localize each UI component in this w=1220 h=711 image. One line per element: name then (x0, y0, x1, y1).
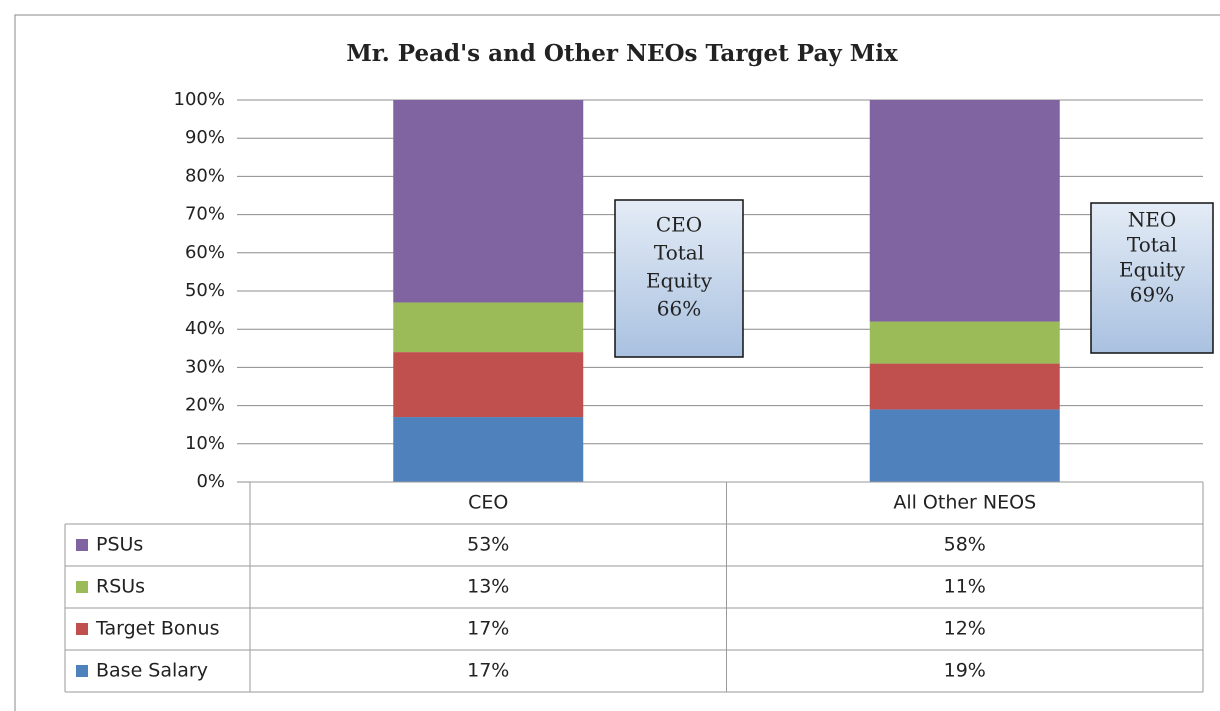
annotation-text: 66% (657, 297, 701, 321)
table-value: 11% (944, 576, 986, 598)
legend-swatch (76, 581, 88, 593)
bar-segment (869, 363, 1060, 410)
bar-segment (869, 100, 1060, 322)
y-tick-label: 100% (174, 89, 225, 110)
annotation-text: 69% (1130, 283, 1174, 307)
legend-swatch (76, 623, 88, 635)
bar-segment (869, 409, 1060, 482)
annotation-text: NEO (1128, 208, 1177, 232)
chart-title: Mr. Pead's and Other NEOs Target Pay Mix (346, 40, 898, 67)
bar-segment (869, 321, 1060, 364)
bar-segment (393, 417, 584, 482)
legend-label: Target Bonus (95, 618, 219, 640)
table-value: 17% (467, 618, 509, 640)
table-value: 19% (944, 660, 986, 682)
y-tick-label: 50% (185, 280, 225, 301)
y-tick-label: 60% (185, 242, 225, 263)
table-value: 58% (944, 534, 986, 556)
legend-label: Base Salary (96, 660, 208, 682)
annotation-text: CEO (656, 213, 702, 237)
table-value: 12% (944, 618, 986, 640)
y-tick-label: 20% (185, 395, 225, 416)
annotation-box (614, 199, 744, 358)
legend-label: RSUs (96, 576, 145, 598)
x-category-label: CEO (468, 492, 508, 514)
bar-segment (393, 100, 584, 303)
annotation-text: Total (654, 241, 704, 265)
legend-swatch (76, 665, 88, 677)
y-tick-label: 90% (185, 127, 225, 148)
annotation-text: Equity (1119, 258, 1186, 282)
table-value: 13% (467, 576, 509, 598)
table-value: 17% (467, 660, 509, 682)
y-tick-label: 40% (185, 318, 225, 339)
x-category-label: All Other NEOS (893, 492, 1036, 514)
y-tick-label: 0% (196, 471, 225, 492)
y-tick-label: 10% (185, 433, 225, 454)
legend-swatch (76, 539, 88, 551)
annotation-text: Total (1127, 233, 1177, 257)
y-tick-label: 80% (185, 165, 225, 186)
y-tick-label: 30% (185, 356, 225, 377)
bar-segment (393, 352, 584, 418)
bar-segment (393, 302, 584, 353)
table-value: 53% (467, 534, 509, 556)
annotation-text: Equity (646, 269, 713, 293)
legend-label: PSUs (96, 534, 143, 556)
annotation-box (1090, 202, 1214, 354)
y-tick-label: 70% (185, 204, 225, 225)
